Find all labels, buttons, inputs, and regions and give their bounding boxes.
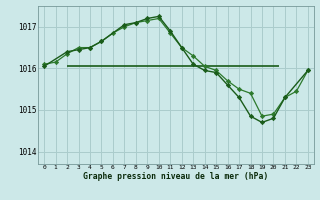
- X-axis label: Graphe pression niveau de la mer (hPa): Graphe pression niveau de la mer (hPa): [84, 172, 268, 181]
